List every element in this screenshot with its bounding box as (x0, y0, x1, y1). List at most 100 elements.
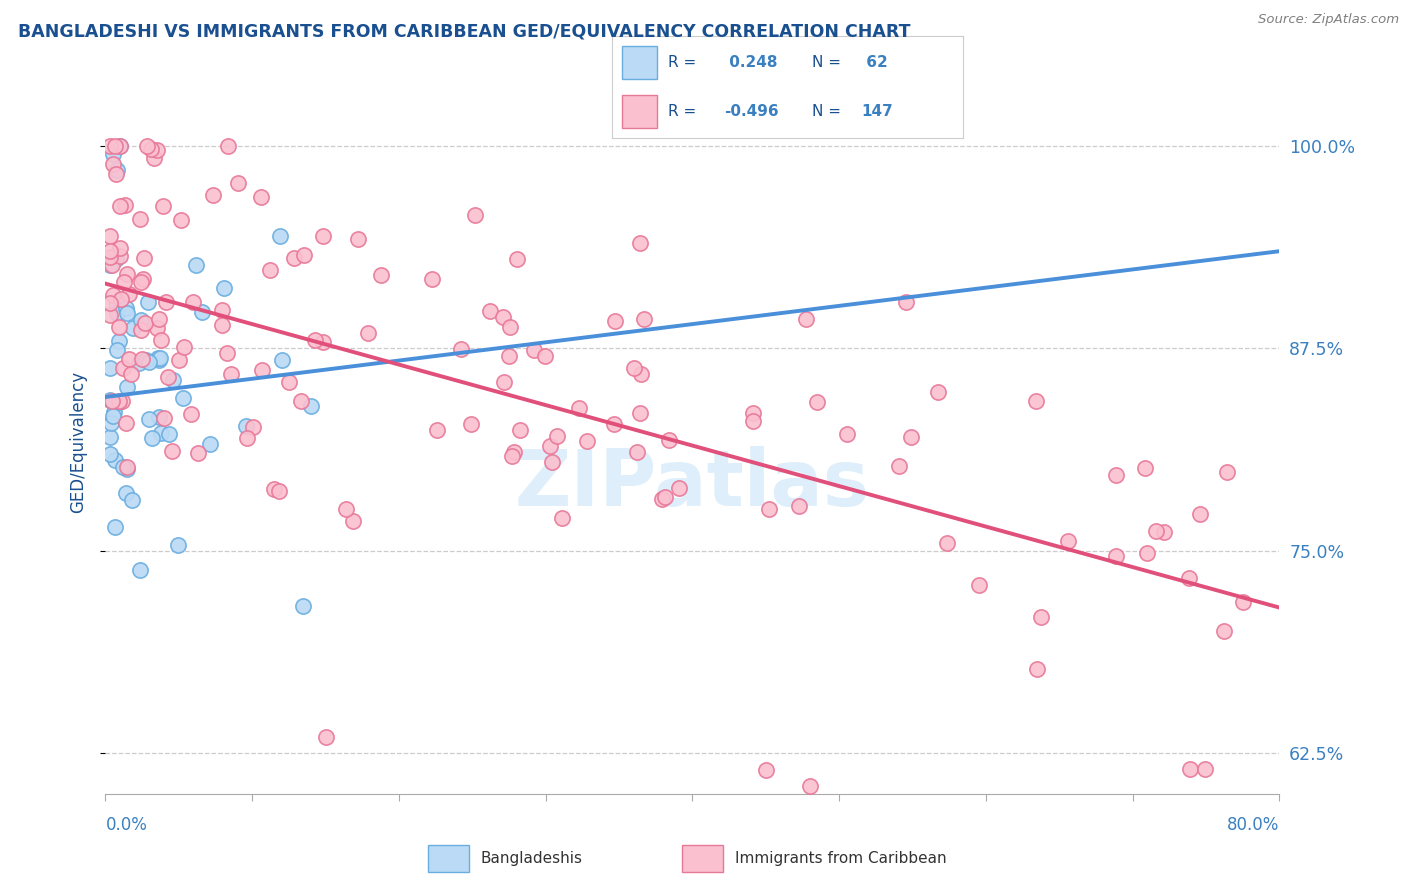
Point (114, 486, 136, 500)
Point (741, 414, 763, 428)
Point (576, 434, 599, 448)
Point (122, 320, 145, 334)
Point (156, 370, 179, 384)
Point (492, 376, 515, 390)
Point (1105, 549, 1128, 564)
Point (121, 493, 143, 508)
Point (103, 405, 125, 419)
Point (128, 356, 150, 370)
Point (98, 447, 121, 461)
Point (104, 453, 127, 467)
Point (111, 360, 134, 375)
Point (128, 563, 150, 577)
Point (626, 444, 648, 458)
Point (927, 385, 949, 400)
Point (568, 401, 591, 415)
Point (98, 308, 121, 322)
Point (157, 426, 180, 441)
Point (155, 295, 177, 310)
Point (263, 483, 285, 497)
Point (191, 304, 214, 318)
Point (758, 502, 780, 516)
Point (184, 258, 207, 272)
Point (479, 304, 502, 318)
Point (226, 176, 249, 190)
Point (115, 379, 138, 393)
Text: -0.496: -0.496 (724, 104, 779, 120)
Point (499, 319, 522, 334)
Point (551, 511, 574, 525)
Text: Immigrants from Caribbean: Immigrants from Caribbean (735, 851, 946, 866)
Point (112, 459, 135, 474)
Point (235, 418, 257, 433)
Point (131, 275, 153, 289)
Point (540, 454, 562, 468)
Point (755, 763, 778, 777)
Text: 62: 62 (860, 54, 889, 70)
Point (523, 343, 546, 358)
Point (654, 490, 676, 504)
Point (1188, 507, 1211, 521)
Point (107, 394, 129, 409)
Point (277, 375, 299, 389)
Bar (427, 845, 470, 872)
Point (150, 425, 173, 440)
Point (1215, 465, 1237, 479)
Text: 147: 147 (860, 104, 893, 120)
Point (370, 268, 392, 282)
Y-axis label: GED/Equivalency: GED/Equivalency (69, 370, 87, 513)
Point (101, 258, 124, 272)
Point (105, 296, 128, 310)
Point (170, 212, 193, 227)
Point (148, 410, 170, 425)
Point (162, 443, 184, 458)
Point (1213, 624, 1236, 638)
Point (118, 351, 141, 366)
Text: 0.248: 0.248 (724, 54, 778, 70)
Point (492, 310, 515, 325)
Point (98, 360, 121, 375)
Point (215, 346, 238, 360)
Point (1194, 762, 1216, 776)
Point (149, 351, 172, 365)
Point (250, 363, 273, 377)
Point (117, 306, 139, 320)
Point (98, 392, 121, 407)
Point (118, 286, 141, 301)
Point (104, 520, 127, 534)
Point (114, 416, 136, 430)
Point (148, 312, 170, 326)
Point (1135, 460, 1157, 475)
Point (219, 367, 242, 381)
Point (628, 235, 651, 250)
Point (132, 272, 155, 286)
Point (129, 313, 152, 327)
Point (242, 420, 264, 434)
Point (108, 241, 131, 255)
Point (1146, 524, 1168, 539)
Point (1232, 595, 1254, 609)
Point (107, 343, 129, 357)
Point (149, 334, 172, 348)
Point (98, 139, 121, 153)
Point (110, 292, 132, 306)
Point (498, 349, 520, 363)
Point (357, 326, 380, 340)
Point (115, 462, 138, 476)
Point (101, 288, 124, 302)
Point (98, 244, 121, 259)
Point (105, 163, 128, 178)
Point (894, 294, 917, 309)
Text: BANGLADESHI VS IMMIGRANTS FROM CARIBBEAN GED/EQUIVALENCY CORRELATION CHART: BANGLADESHI VS IMMIGRANTS FROM CARIBBEAN… (18, 22, 911, 40)
Point (505, 252, 527, 266)
Point (105, 305, 128, 319)
Point (166, 538, 188, 552)
Point (312, 335, 335, 350)
Point (936, 536, 959, 550)
Point (837, 426, 859, 441)
Point (115, 460, 138, 475)
Point (107, 394, 129, 409)
Point (742, 405, 765, 419)
Point (1135, 546, 1157, 560)
Point (134, 316, 156, 330)
